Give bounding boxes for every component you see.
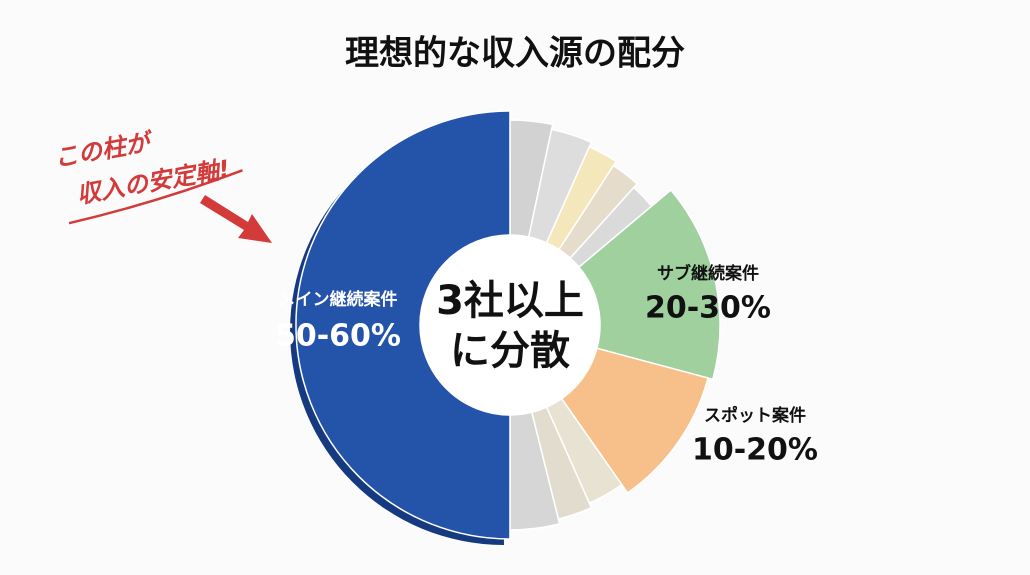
segment-name: サブ継続案件 — [657, 263, 759, 284]
donut — [290, 110, 721, 545]
donut-hole — [420, 235, 600, 415]
segment-share: 50-60% — [275, 319, 401, 354]
segment-share: 20-30% — [645, 291, 771, 326]
annotation-underline — [68, 169, 243, 225]
segment-name: スポット案件 — [704, 405, 806, 426]
segment-share: 10-20% — [692, 433, 818, 468]
annotation-arrow — [200, 195, 272, 243]
center-label: 3社以上 — [436, 278, 584, 324]
segment-name: メイン継続案件 — [279, 289, 398, 310]
title: 理想的な収入源の配分 — [345, 34, 685, 74]
center-label: に分散 — [450, 328, 570, 374]
